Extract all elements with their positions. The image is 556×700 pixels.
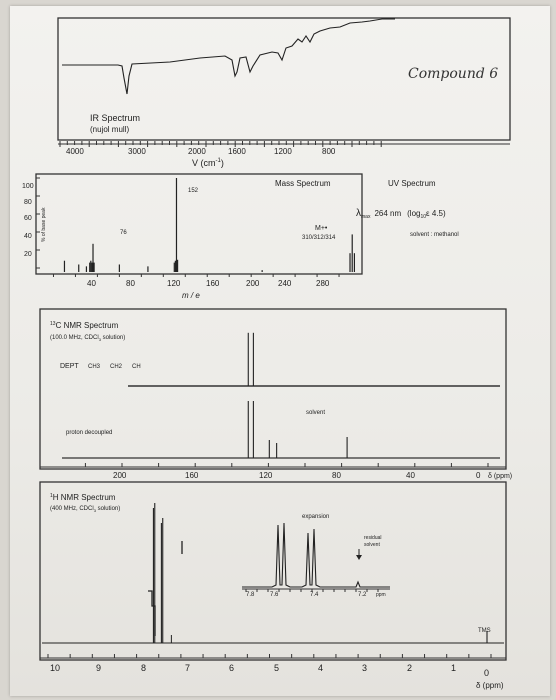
h1-x-tick-1: 1 bbox=[451, 663, 456, 673]
c13-subtitle: (100.0 MHz, CDCl3 solution) bbox=[50, 335, 125, 342]
ms-y-tick-80: 80 bbox=[24, 199, 32, 206]
ir-frame bbox=[57, 17, 511, 141]
uv-lambda-max: λmax 264 nm (log10ε 4.5) bbox=[356, 208, 446, 220]
h1-x-tick-0: 0 bbox=[484, 668, 489, 678]
h1-integration-1 bbox=[148, 590, 156, 636]
ms-x-tick-200: 200 bbox=[246, 279, 260, 288]
uv-solvent: solvent : methanol bbox=[410, 232, 459, 238]
c13-x-unit: δ (ppm) bbox=[488, 473, 512, 480]
ms-y-tick-100: 100 bbox=[22, 183, 34, 190]
h1-x-tick-10: 10 bbox=[50, 663, 60, 673]
h1-x-tick-7: 7 bbox=[185, 663, 190, 673]
ir-subtitle: (nujol mull) bbox=[90, 125, 129, 134]
ms-frame bbox=[35, 173, 363, 275]
uv-title: UV Spectrum bbox=[388, 179, 436, 188]
ir-x-label: V (cm-1) bbox=[192, 158, 224, 168]
c13-proton-decoupled: proton decoupled bbox=[66, 430, 112, 436]
ms-y-tick-40: 40 bbox=[24, 233, 32, 240]
h1-residual-arrow-head bbox=[356, 555, 362, 560]
h1-x-tick-5: 5 bbox=[274, 663, 279, 673]
ms-molecular-ion-values: 310/312/314 bbox=[302, 235, 336, 241]
h1-residual-solvent-2: solvent bbox=[364, 542, 380, 548]
h1-tms-label: TMS bbox=[478, 628, 491, 634]
ir-trace bbox=[62, 18, 395, 95]
c13-dept-ch: CH bbox=[132, 364, 141, 370]
h1-x-tick-9: 9 bbox=[96, 663, 101, 673]
c13-frame bbox=[39, 308, 507, 470]
h1-x-axis bbox=[40, 654, 506, 659]
ms-x-axis bbox=[36, 177, 362, 277]
ms-molecular-ion: M+• bbox=[315, 225, 328, 232]
c13-x-tick-0: 0 bbox=[476, 471, 481, 480]
c13-dept-ch3: CH3 bbox=[88, 364, 101, 370]
ms-peak-label-152: 152 bbox=[188, 188, 199, 194]
h1-frame bbox=[39, 481, 507, 661]
h1-residual-solvent: residual bbox=[364, 535, 382, 541]
h1-exp-tick-7.6: 7.6 bbox=[270, 592, 279, 598]
h1-peaks bbox=[42, 503, 504, 644]
ms-peak-label-76: 76 bbox=[120, 230, 127, 236]
ms-bars bbox=[63, 178, 356, 272]
h1-x-tick-4: 4 bbox=[318, 663, 323, 673]
ms-y-label: % of base peak bbox=[41, 207, 47, 242]
ms-x-tick-80: 80 bbox=[126, 279, 135, 288]
h1-x-unit: δ (ppm) bbox=[476, 681, 504, 690]
ms-x-tick-120: 120 bbox=[167, 279, 181, 288]
ir-tick-4000: 4000 bbox=[66, 147, 84, 156]
c13-dept-ch2: CH2 bbox=[110, 364, 123, 370]
h1-expansion-label: expansion bbox=[302, 514, 329, 520]
h1-x-tick-3: 3 bbox=[362, 663, 367, 673]
ir-tick-3000: 3000 bbox=[128, 147, 146, 156]
c13-title: 13C NMR Spectrum bbox=[50, 321, 119, 330]
ir-tick-2000: 2000 bbox=[188, 147, 206, 156]
h1-exp-tick-7.8: 7.8 bbox=[246, 592, 255, 598]
h1-exp-unit: ppm bbox=[376, 592, 386, 598]
h1-exp-tick-7.4: 7.4 bbox=[310, 592, 319, 598]
ir-tick-800: 800 bbox=[322, 147, 336, 156]
h1-title: 1H NMR Spectrum bbox=[50, 493, 116, 502]
h1-x-tick-8: 8 bbox=[141, 663, 146, 673]
spectra-figure: IR Spectrum (nujol mull) 4000 3000 2000 … bbox=[22, 17, 512, 690]
c13-x-tick-120: 120 bbox=[259, 471, 273, 480]
spectra-sheet: IR Spectrum (nujol mull) 4000 3000 2000 … bbox=[10, 6, 550, 696]
h1-x-tick-6: 6 bbox=[229, 663, 234, 673]
ms-title: Mass Spectrum bbox=[275, 179, 331, 188]
compound-label: Compound 6 bbox=[408, 66, 498, 82]
ir-tick-1200: 1200 bbox=[274, 147, 292, 156]
c13-peaks bbox=[62, 332, 500, 459]
ir-x-axis bbox=[58, 141, 510, 147]
h1-expansion-trace bbox=[242, 522, 390, 588]
ms-x-tick-280: 280 bbox=[316, 279, 330, 288]
c13-x-tick-200: 200 bbox=[113, 471, 127, 480]
h1-exp-tick-7.2: 7.2 bbox=[358, 592, 367, 598]
ms-x-tick-240: 240 bbox=[278, 279, 292, 288]
ir-tick-1600: 1600 bbox=[228, 147, 246, 156]
ms-y-tick-60: 60 bbox=[24, 215, 32, 222]
c13-x-axis bbox=[40, 463, 506, 468]
ms-x-label: m / e bbox=[182, 291, 200, 300]
c13-x-tick-80: 80 bbox=[332, 471, 341, 480]
c13-dept-label: DEPT bbox=[60, 363, 79, 370]
ms-x-tick-40: 40 bbox=[87, 279, 96, 288]
h1-x-tick-2: 2 bbox=[407, 663, 412, 673]
h1-subtitle: (400 MHz, CDCl3 solution) bbox=[50, 506, 120, 513]
h1-expansion bbox=[242, 522, 390, 592]
ir-title: IR Spectrum bbox=[90, 113, 140, 123]
ms-x-tick-160: 160 bbox=[206, 279, 220, 288]
c13-x-tick-40: 40 bbox=[406, 471, 415, 480]
ms-y-tick-20: 20 bbox=[24, 251, 32, 258]
c13-solvent-label: solvent bbox=[306, 410, 325, 416]
c13-x-tick-160: 160 bbox=[185, 471, 199, 480]
